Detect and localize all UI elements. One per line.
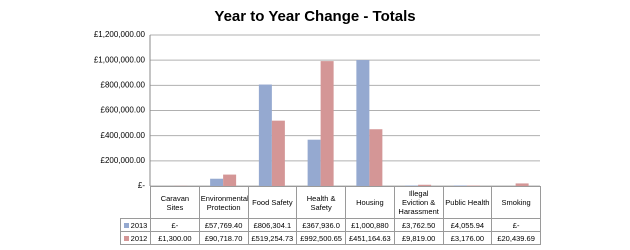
bar: [515, 183, 529, 186]
legend-entry: 2012: [120, 231, 151, 245]
value-label: £3,762.50: [393, 218, 444, 232]
legend-label: 2012: [130, 233, 148, 243]
bar: [210, 178, 224, 186]
y-tick-label: £1,200,000.00: [94, 30, 146, 39]
y-tick-label: £600,000.00: [101, 106, 146, 115]
series-row: 2013 £- £57,769.40 £806,304.1 £367,936.0 £1,0…: [120, 218, 541, 232]
value-label: £367,936.0: [296, 218, 346, 232]
value-label: £57,769.40: [198, 218, 249, 232]
value-label: £9,819.00: [393, 231, 444, 245]
value-label: £20,439.69: [491, 231, 541, 245]
bar: [223, 174, 237, 186]
x-tick-label: Smoking: [491, 186, 541, 219]
x-tick-label: Environmental Protection: [198, 186, 249, 219]
data-table: Caravan Sites Environmental Protection Foo…: [120, 186, 541, 245]
bar: [271, 120, 285, 186]
category-row: Caravan Sites Environmental Protection Foo…: [121, 186, 541, 219]
y-tick-label: £1,000,000.00: [94, 55, 146, 64]
table-corner: [121, 187, 151, 219]
legend-entry: 2013: [120, 218, 151, 232]
series-row: 2012 £1,300.00 £90,718.70 £519,254.73 £992,5…: [120, 231, 541, 245]
value-label: £90,718.70: [198, 231, 249, 245]
value-label: £-: [150, 218, 200, 232]
value-label: £1,000,880: [345, 218, 395, 232]
bar: [356, 60, 370, 186]
bar: [320, 61, 334, 186]
value-label: £4,055.94: [442, 218, 493, 232]
bar: [453, 185, 467, 186]
chart-title: Year to Year Change - Totals: [214, 8, 415, 25]
value-label: £-: [491, 218, 541, 232]
legend-label: 2013: [130, 220, 148, 230]
x-tick-label: Illegal Eviction & Harassment: [393, 186, 444, 219]
x-tick-label: Caravan Sites: [150, 186, 200, 219]
legend-swatch: [123, 223, 129, 229]
y-tick-label: £200,000.00: [101, 156, 146, 165]
x-tick-label: Health & Safety: [296, 186, 346, 219]
value-label: £451,164.63: [345, 231, 395, 245]
y-tick-label: £-: [138, 181, 145, 190]
bar: [307, 139, 321, 186]
bar: [418, 184, 432, 186]
bar: [369, 129, 383, 186]
value-label: £806,304.1: [247, 218, 298, 232]
y-tick-label: £400,000.00: [101, 131, 146, 140]
x-tick-label: Food Safety: [247, 186, 298, 219]
bar: [258, 84, 272, 186]
x-tick-label: Public Health: [442, 186, 493, 219]
y-tick-label: £800,000.00: [101, 80, 146, 89]
value-label: £519,254.73: [247, 231, 298, 245]
value-label: £992,500.65: [296, 231, 346, 245]
value-label: £1,300.00: [150, 231, 200, 245]
value-label: £3,176.00: [442, 231, 493, 245]
x-tick-label: Housing: [345, 186, 395, 219]
legend-swatch: [123, 236, 129, 242]
